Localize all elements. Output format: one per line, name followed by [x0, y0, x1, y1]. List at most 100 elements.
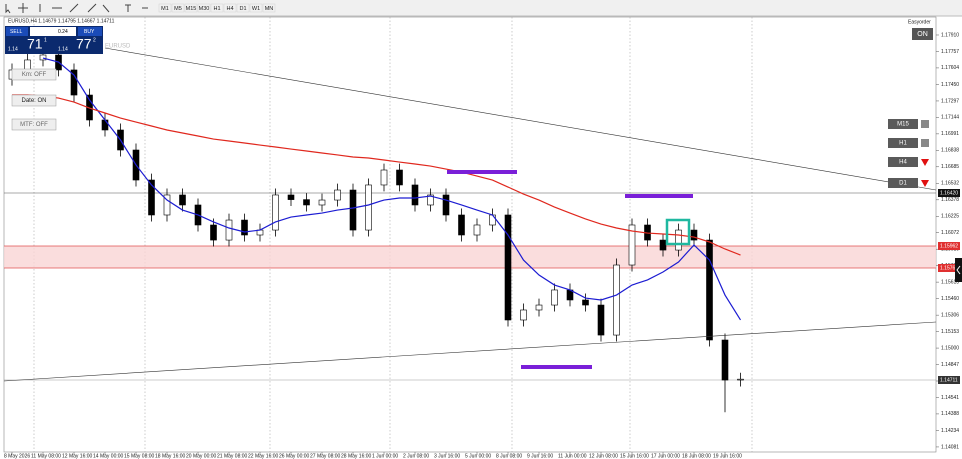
candle-body: [690, 229, 698, 241]
timeframe-button[interactable]: [184, 3, 198, 13]
candle-body: [659, 239, 667, 251]
y-tick-label: 1.14081: [941, 444, 959, 450]
candle-body: [582, 299, 589, 306]
x-tick-label: 27 May 08:00: [310, 453, 341, 459]
buy-label: BUY: [84, 29, 95, 35]
y-tick-label: 1.15000: [941, 345, 959, 351]
candle-body: [721, 339, 729, 381]
x-tick-label: 9 Jun 16:00: [527, 453, 553, 459]
timeframe-label: MN: [265, 6, 274, 12]
x-tick-label: 12 May 16:00: [62, 453, 93, 459]
x-tick-label: 15 May 08:00: [124, 453, 155, 459]
easyorder-state: ON: [917, 31, 928, 38]
x-tick-label: 1 Jun 00:00: [372, 453, 398, 459]
x-tick-label: 14 May 00:00: [93, 453, 124, 459]
timeframe-button[interactable]: [236, 3, 250, 13]
mtf-panel: M15 H1 H4 D1: [888, 119, 929, 188]
y-tick-label: 1.14388: [941, 411, 959, 417]
timeframe-button[interactable]: [197, 3, 211, 13]
x-tick-label: 11 May 08:00: [31, 453, 61, 459]
x-tick-label: 20 May 00:00: [186, 453, 217, 459]
easyorder-toggle[interactable]: [912, 28, 933, 40]
candle-body: [380, 169, 388, 186]
price-tag-label: 1.14711: [940, 377, 958, 383]
y-tick-label: 1.15306: [941, 312, 959, 318]
price-tag-label: 1.15962: [940, 243, 958, 249]
candle-body: [551, 289, 558, 306]
timeframe-button[interactable]: [171, 3, 185, 13]
timeframe-button[interactable]: [210, 3, 224, 13]
mtf-box[interactable]: [888, 138, 918, 148]
candle-body: [535, 304, 543, 311]
candle-body: [737, 378, 744, 381]
panel-symbol: EURUSD: [105, 44, 131, 50]
buy-price: 77: [76, 36, 92, 52]
km-button[interactable]: [11, 68, 57, 81]
candle-body: [504, 214, 512, 321]
candle-body: [613, 264, 620, 336]
candle-body: [597, 304, 605, 336]
x-tick-label: 5 Jun 00:00: [465, 453, 491, 459]
timeframe-button[interactable]: [223, 3, 237, 13]
trade-panel: SELL 0.24 BUY 1.14 71 1 1.14 77 2 EURUSD: [5, 26, 131, 54]
x-tick-label: 19 Jun 16:00: [713, 453, 742, 459]
candle-body: [489, 214, 496, 226]
x-tick-label: 3 Jun 16:00: [434, 453, 460, 459]
chart-frame: [3, 16, 937, 453]
timeframe-button[interactable]: [262, 3, 276, 13]
moving-average: [12, 94, 741, 256]
y-tick-label: 1.16991: [941, 131, 959, 137]
timeframe-label: M1: [161, 6, 169, 12]
candle-body: [458, 214, 465, 236]
mtf-box[interactable]: [888, 157, 918, 167]
timeframe-label: H1: [213, 6, 220, 12]
candle-body: [210, 224, 217, 241]
buy-button[interactable]: [78, 27, 102, 36]
zone[interactable]: [4, 246, 936, 268]
mtf-down: [921, 180, 929, 187]
trendline[interactable]: [3, 321, 937, 382]
timeframe-label: H4: [226, 6, 233, 12]
price-tag-label: 1.16420: [940, 190, 958, 196]
price-tag: [938, 189, 960, 197]
y-tick-label: 1.16072: [941, 230, 959, 236]
timeframe-label: D1: [239, 6, 246, 12]
candle-body: [318, 199, 326, 206]
x-tick-label: 17 Jun 00:00: [651, 453, 680, 459]
mtf-box[interactable]: [888, 119, 918, 129]
x-tick-label: 8 Jun 08:00: [496, 453, 522, 459]
candle-body: [442, 194, 450, 216]
side-tab[interactable]: [955, 258, 962, 282]
trendline[interactable]: [104, 47, 937, 191]
lots: 0.24: [58, 29, 68, 35]
mtf-down: [921, 159, 929, 166]
candle-body: [39, 54, 47, 61]
candle-body: [427, 194, 434, 206]
x-tick-label: 8 May 2026: [4, 453, 30, 459]
timeframe-button[interactable]: [158, 3, 172, 13]
candle-body: [70, 69, 78, 96]
timeframe-button[interactable]: [249, 3, 263, 13]
highlight-box[interactable]: [665, 218, 691, 246]
candle-body: [520, 309, 527, 321]
buy-big: 1.14: [58, 46, 68, 52]
x-tick-label: 18 May 16:00: [155, 453, 186, 459]
y-tick-label: 1.14234: [941, 428, 959, 434]
x-tick-label: 12 Jun 08:00: [589, 453, 618, 459]
sell-button[interactable]: [6, 27, 28, 36]
km-label: Km: OFF: [22, 72, 47, 78]
mtf-button[interactable]: [11, 118, 57, 131]
y-tick-label: 1.15153: [941, 329, 959, 335]
price-tag: [938, 376, 960, 384]
y-tick-label: 1.16225: [941, 214, 959, 220]
date-button[interactable]: [11, 94, 57, 107]
mtf-box[interactable]: [888, 178, 918, 188]
toolbar-icons[interactable]: [5, 3, 148, 14]
lots-input[interactable]: [30, 27, 76, 36]
candle-body: [287, 194, 295, 200]
y-tick-label: 1.16685: [941, 164, 959, 170]
candle-body: [411, 184, 419, 206]
y-tick-label: 1.17297: [941, 98, 959, 104]
